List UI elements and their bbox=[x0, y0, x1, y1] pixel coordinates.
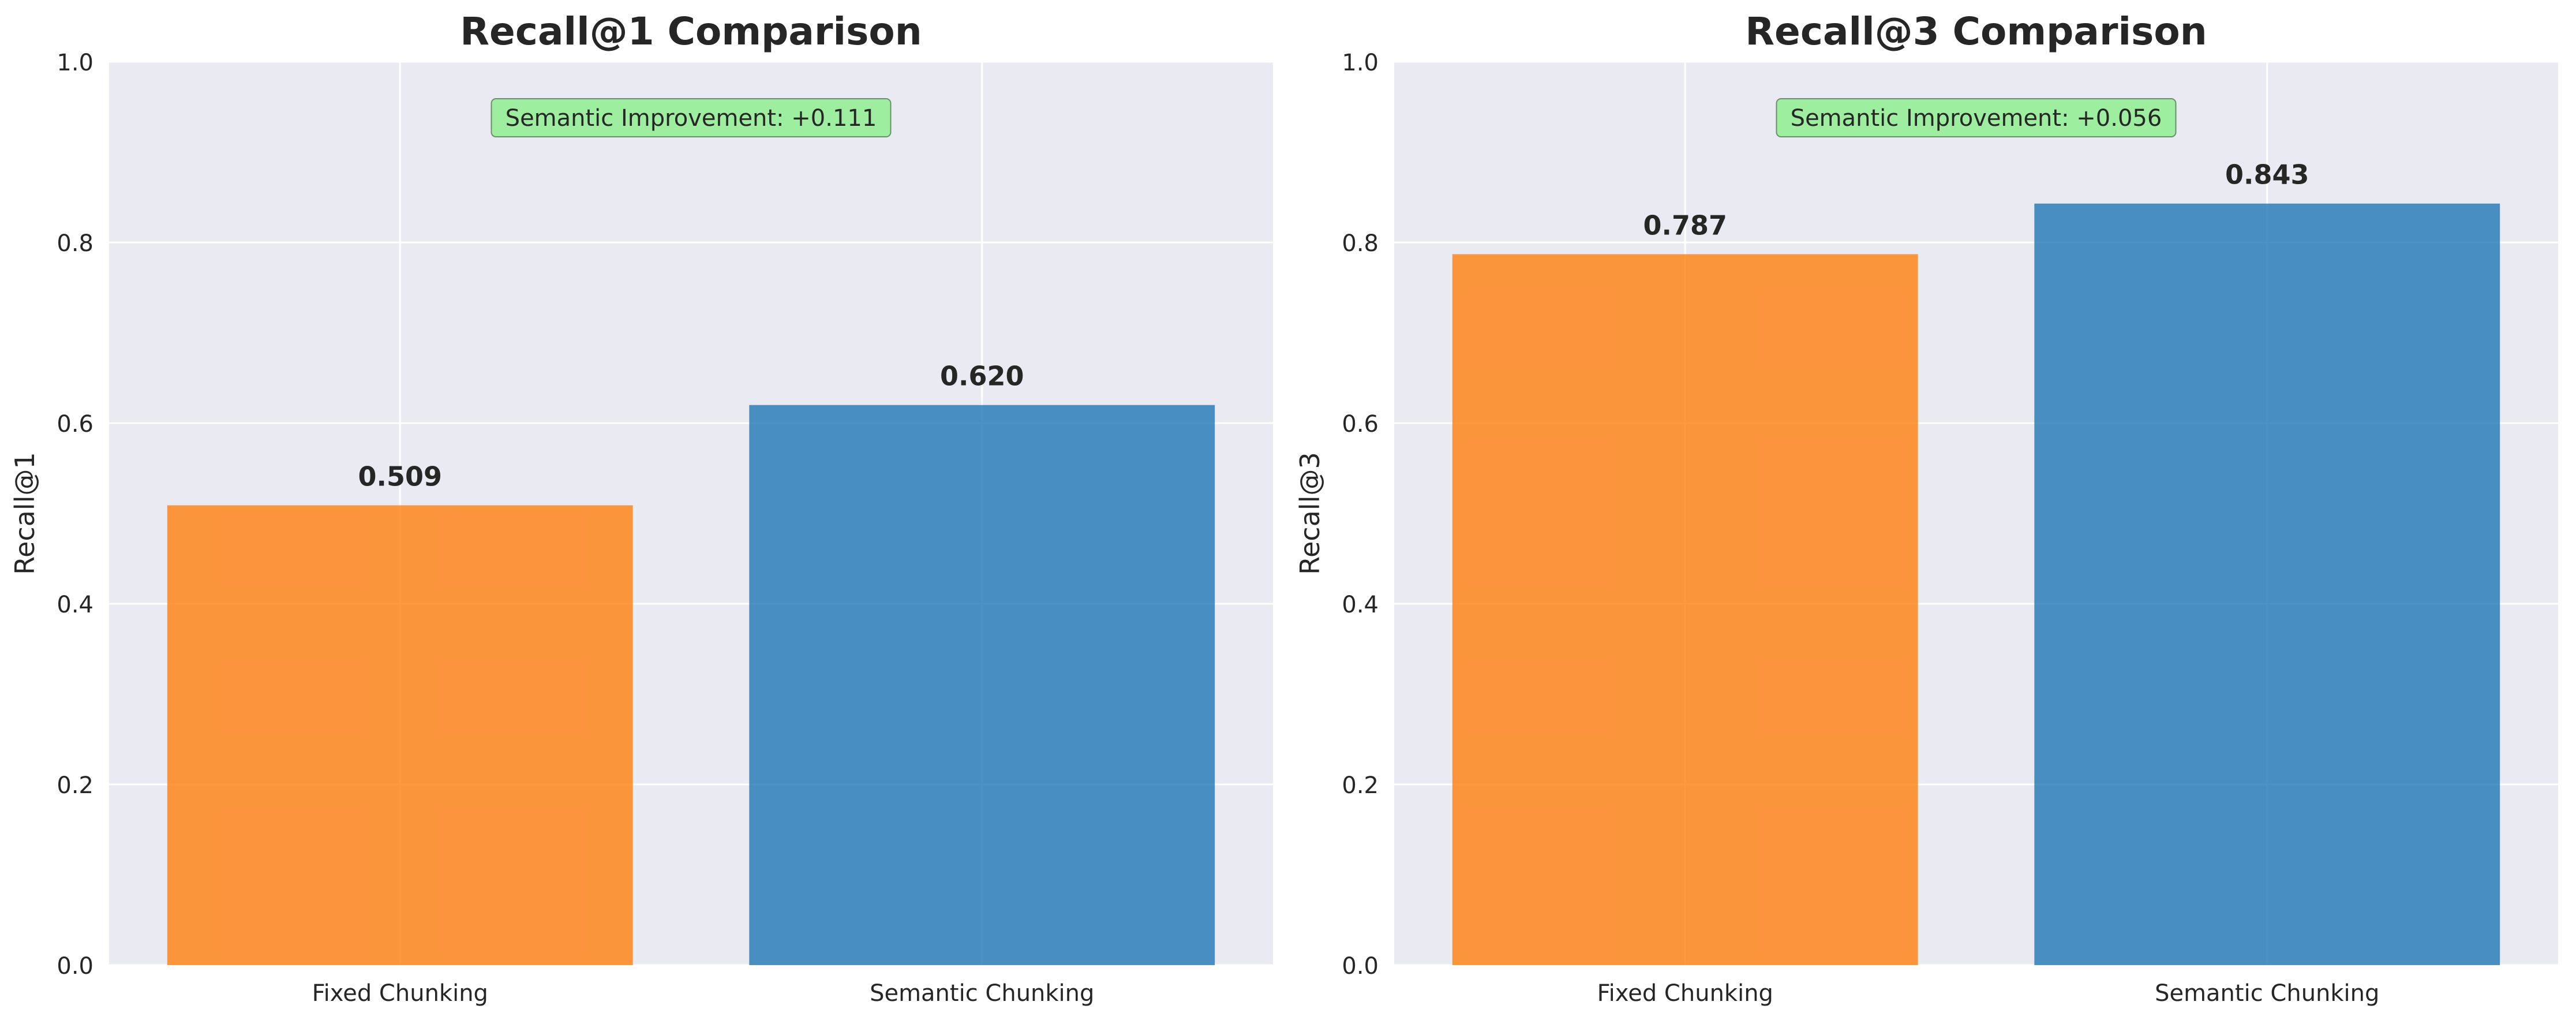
improvement-annotation: Semantic Improvement: +0.056 bbox=[1776, 98, 2177, 137]
y-axis-label: Recall@3 bbox=[1294, 452, 1326, 575]
y-tick-label: 0.8 bbox=[1342, 230, 1379, 257]
improvement-annotation: Semantic Improvement: +0.111 bbox=[491, 98, 892, 137]
y-tick-label: 0.0 bbox=[57, 953, 93, 980]
bar-fixed-chunking bbox=[167, 505, 633, 965]
y-tick-label: 0.8 bbox=[57, 230, 93, 257]
y-axis-label: Recall@1 bbox=[9, 452, 40, 575]
annotation-text: Semantic Improvement: +0.111 bbox=[506, 105, 877, 132]
recall-at-3-panel: 0.787 0.843 0.0 0.2 0.4 0.6 0.8 1.0 Fixed Chunki… bbox=[1294, 9, 2558, 1007]
bar-value-label: 0.509 bbox=[358, 461, 442, 492]
bar-value-label: 0.787 bbox=[1643, 210, 1727, 241]
recall-at-1-panel: 0.509 0.620 0.0 0.2 0.4 0.6 0.8 1.0 Fixed Chunki… bbox=[9, 9, 1273, 1007]
y-tick-label: 1.0 bbox=[57, 50, 93, 76]
y-tick-label: 0.2 bbox=[1342, 772, 1379, 799]
x-tick-label: Fixed Chunking bbox=[1597, 980, 1773, 1007]
bar-value-label: 0.843 bbox=[2225, 159, 2309, 190]
bar-semantic-chunking bbox=[2034, 203, 2500, 966]
chart-title: Recall@1 Comparison bbox=[460, 9, 922, 54]
bar-semantic-chunking bbox=[749, 405, 1215, 965]
annotation-box bbox=[1776, 98, 2177, 137]
y-tick-label: 1.0 bbox=[1342, 50, 1379, 76]
bar-value-label: 0.620 bbox=[940, 361, 1024, 392]
chart-title: Recall@3 Comparison bbox=[1745, 9, 2207, 54]
x-tick-label: Semantic Chunking bbox=[870, 980, 1094, 1007]
y-tick-label: 0.6 bbox=[57, 411, 93, 438]
annotation-box bbox=[491, 98, 892, 137]
x-tick-label: Fixed Chunking bbox=[312, 980, 488, 1007]
annotation-text: Semantic Improvement: +0.056 bbox=[1791, 105, 2162, 132]
bar-fixed-chunking bbox=[1452, 254, 1918, 966]
y-tick-label: 0.2 bbox=[57, 772, 93, 799]
y-tick-label: 0.0 bbox=[1342, 953, 1379, 980]
y-tick-label: 0.4 bbox=[1342, 592, 1379, 618]
x-tick-label: Semantic Chunking bbox=[2155, 980, 2379, 1007]
y-tick-label: 0.4 bbox=[57, 592, 93, 618]
y-tick-label: 0.6 bbox=[1342, 411, 1379, 438]
